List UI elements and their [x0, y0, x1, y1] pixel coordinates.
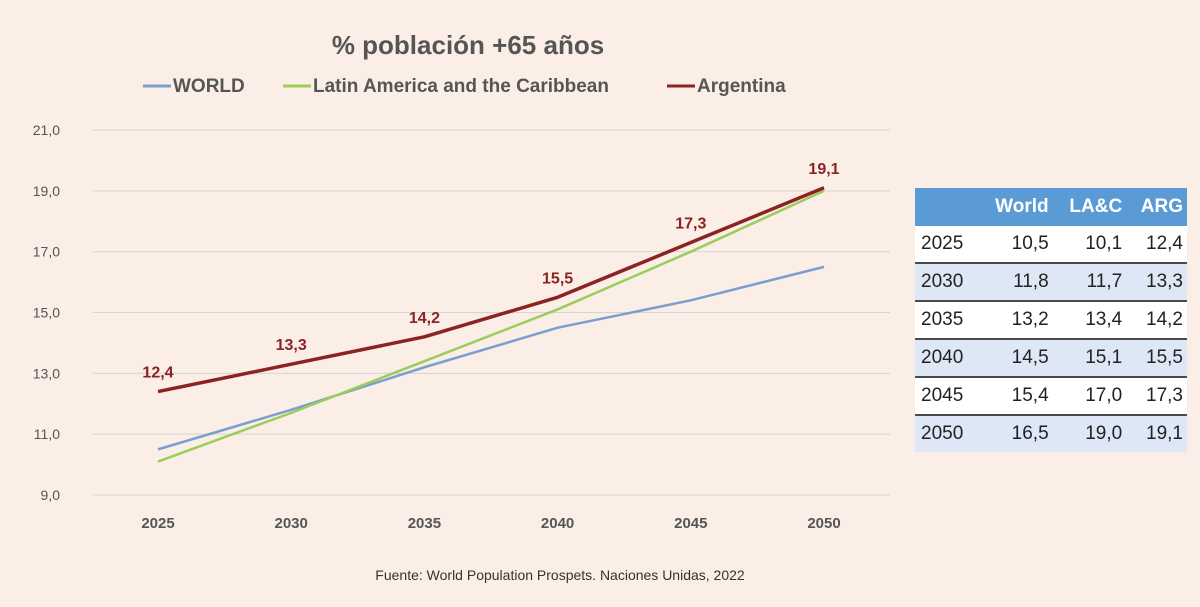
chart-title: % población +65 años	[332, 30, 604, 60]
x-tick-label: 2035	[408, 515, 441, 532]
table-cell: 2030	[915, 263, 979, 302]
table-header-cell: World	[978, 188, 1053, 226]
table-header-cell	[915, 188, 979, 226]
data-label: 15,5	[542, 270, 573, 287]
table-header-row: World LA&C ARG	[915, 188, 1187, 226]
legend-label: Latin America and the Caribbean	[313, 76, 609, 97]
table-header-cell: LA&C	[1052, 188, 1127, 226]
series-lines	[157, 186, 825, 463]
table-cell: 10,1	[1052, 226, 1127, 264]
table-row: 2050 16,5 19,0 19,1	[915, 415, 1187, 452]
table-cell: 16,5	[978, 415, 1053, 452]
table-cell: 12,4	[1126, 226, 1187, 264]
data-labels: 12,4 13,3 14,2 15,5 17,3 19,1	[142, 161, 839, 382]
table-cell: 11,8	[978, 263, 1053, 302]
y-tick-label: 11,0	[34, 426, 60, 442]
series-line-world	[157, 265, 825, 451]
table-cell: 17,0	[1052, 377, 1127, 416]
legend-label: Argentina	[697, 76, 786, 97]
table-cell: 13,2	[978, 301, 1053, 340]
series-line-argentina	[157, 186, 825, 394]
data-table: World LA&C ARG 2025 10,5 10,1 12,4 2030 …	[915, 188, 1187, 452]
y-tick-label: 15,0	[33, 305, 60, 321]
x-tick-label: 2030	[275, 515, 308, 532]
table-row: 2030 11,8 11,7 13,3	[915, 263, 1187, 302]
legend: WORLD Latin America and the Caribbean Arge…	[143, 76, 786, 97]
x-tick-label: 2050	[807, 515, 840, 532]
y-tick-label: 13,0	[33, 365, 60, 381]
table-cell: 2045	[915, 377, 979, 416]
x-tick-label: 2025	[141, 515, 174, 532]
y-tick-label: 17,0	[33, 244, 60, 260]
table-row: 2045 15,4 17,0 17,3	[915, 377, 1187, 416]
series-line-latin-america-and-the-caribbean	[157, 189, 825, 463]
data-label: 13,3	[276, 337, 307, 354]
y-tick-label: 19,0	[33, 183, 60, 199]
x-tick-label: 2040	[541, 515, 574, 532]
y-axis: 9,0 11,0 13,0 15,0 17,0 19,0 21,0	[33, 122, 60, 503]
table-cell: 10,5	[978, 226, 1053, 264]
table-cell: 2040	[915, 339, 979, 378]
data-label: 14,2	[409, 310, 440, 327]
x-tick-label: 2045	[674, 515, 707, 532]
table-cell: 2050	[915, 415, 979, 452]
table-row: 2035 13,2 13,4 14,2	[915, 301, 1187, 340]
table-row: 2025 10,5 10,1 12,4	[915, 226, 1187, 264]
table-cell: 13,4	[1052, 301, 1127, 340]
table-cell: 15,5	[1126, 339, 1187, 378]
table-row: 2040 14,5 15,1 15,5	[915, 339, 1187, 378]
table-cell: 13,3	[1126, 263, 1187, 302]
table-cell: 19,0	[1052, 415, 1127, 452]
data-label: 17,3	[675, 216, 706, 233]
table-cell: 11,7	[1052, 263, 1127, 302]
table-cell: 2035	[915, 301, 979, 340]
table-cell: 17,3	[1126, 377, 1187, 416]
table-cell: 14,5	[978, 339, 1053, 378]
y-tick-label: 21,0	[33, 122, 60, 138]
table-cell: 15,1	[1052, 339, 1127, 378]
grid	[93, 129, 890, 496]
table-cell: 15,4	[978, 377, 1053, 416]
source-note: Fuente: World Population Prospets. Nacio…	[375, 567, 745, 583]
x-axis: 2025 2030 2035 2040 2045 2050	[141, 515, 840, 532]
data-label: 12,4	[142, 365, 173, 382]
table-cell: 14,2	[1126, 301, 1187, 340]
table-header-cell: ARG	[1126, 188, 1187, 226]
legend-label: WORLD	[173, 76, 245, 97]
data-label: 19,1	[808, 161, 839, 178]
table-cell: 19,1	[1126, 415, 1187, 452]
table-cell: 2025	[915, 226, 979, 264]
y-tick-label: 9,0	[41, 487, 61, 503]
